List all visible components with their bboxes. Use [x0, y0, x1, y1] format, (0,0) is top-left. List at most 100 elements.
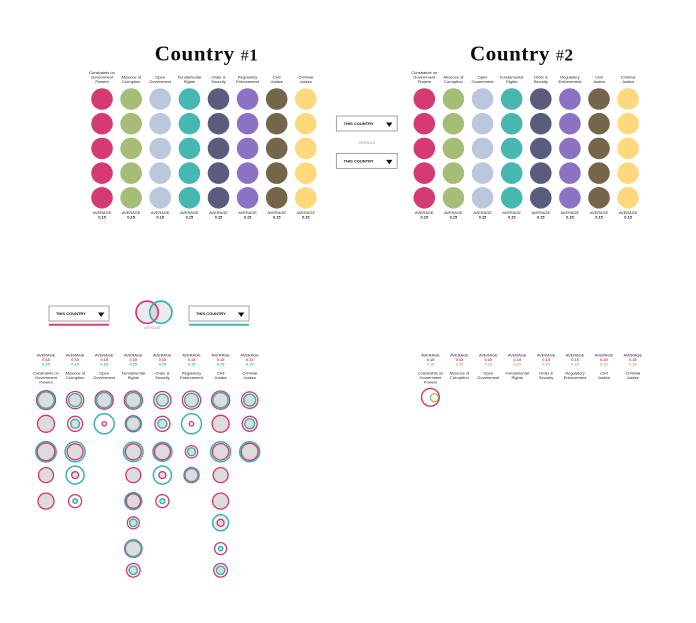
svg-text:Fundamental: Fundamental — [122, 370, 145, 375]
svg-text:Government: Government — [419, 375, 442, 380]
svg-text:Rights: Rights — [128, 375, 139, 380]
svg-text:AVERAGE: AVERAGE — [537, 352, 556, 357]
svg-text:0.15: 0.15 — [217, 361, 225, 366]
svg-text:0.15: 0.15 — [130, 361, 138, 366]
svg-text:Government: Government — [413, 75, 436, 80]
svg-text:VERSUS: VERSUS — [359, 140, 376, 145]
svg-text:0.15: 0.15 — [629, 361, 637, 366]
svg-text:0.15: 0.15 — [98, 215, 106, 220]
svg-text:Corruption: Corruption — [444, 79, 463, 84]
svg-text:0.15: 0.15 — [537, 215, 545, 220]
svg-text:0.15: 0.15 — [186, 215, 194, 220]
svg-text:0.15: 0.15 — [542, 357, 550, 362]
svg-text:0.15: 0.15 — [130, 357, 138, 362]
svg-text:0.15: 0.15 — [456, 357, 464, 362]
svg-text:AVERAGE: AVERAGE — [595, 352, 614, 357]
svg-text:Justice: Justice — [243, 375, 256, 380]
svg-text:THIS COUNTRY: THIS COUNTRY — [196, 311, 226, 316]
svg-text:Criminal: Criminal — [298, 75, 313, 80]
svg-text:Open: Open — [155, 75, 165, 80]
svg-text:AVERAGE: AVERAGE — [624, 352, 643, 357]
svg-text:Justice: Justice — [593, 79, 606, 84]
svg-text:0.15: 0.15 — [600, 357, 608, 362]
svg-text:Rights: Rights — [184, 79, 195, 84]
svg-text:Security: Security — [539, 375, 553, 380]
svg-text:Justice: Justice — [627, 375, 640, 380]
svg-text:Absence of: Absence of — [449, 370, 470, 375]
svg-text:AVERAGE: AVERAGE — [508, 352, 527, 357]
svg-text:Order &: Order & — [211, 75, 225, 80]
svg-text:Enforcement: Enforcement — [559, 79, 583, 84]
svg-text:Criminal: Criminal — [625, 370, 640, 375]
svg-text:Fundamental: Fundamental — [500, 75, 523, 80]
svg-text:0.15: 0.15 — [485, 357, 493, 362]
svg-text:Open: Open — [478, 75, 488, 80]
svg-text:Criminal: Criminal — [242, 370, 257, 375]
svg-text:0.15: 0.15 — [485, 361, 493, 366]
svg-text:0.15: 0.15 — [244, 215, 252, 220]
svg-text:AVERAGE: AVERAGE — [450, 352, 469, 357]
svg-text:Regulatory: Regulatory — [565, 370, 584, 375]
svg-text:0.15: 0.15 — [542, 361, 550, 366]
svg-text:AVERAGE: AVERAGE — [421, 352, 440, 357]
svg-text:AVERAGE: AVERAGE — [182, 352, 201, 357]
svg-text:Powers: Powers — [39, 380, 52, 385]
svg-text:Security: Security — [534, 79, 548, 84]
svg-text:AVERAGE: AVERAGE — [590, 210, 609, 215]
svg-text:Powers: Powers — [418, 79, 431, 84]
svg-text:AVERAGE: AVERAGE — [66, 352, 85, 357]
svg-text:AVERAGE: AVERAGE — [415, 210, 434, 215]
svg-text:AVERAGE: AVERAGE — [209, 210, 228, 215]
svg-text:AVERAGE: AVERAGE — [153, 352, 172, 357]
svg-text:AVERAGE: AVERAGE — [473, 210, 492, 215]
svg-text:0.15: 0.15 — [42, 357, 50, 362]
svg-text:0.15: 0.15 — [479, 215, 487, 220]
svg-text:Government: Government — [149, 79, 172, 84]
svg-text:Regulatory: Regulatory — [238, 75, 257, 80]
svg-text:0.15: 0.15 — [71, 361, 79, 366]
svg-text:AVERAGE: AVERAGE — [124, 352, 143, 357]
svg-text:Constraints on: Constraints on — [33, 370, 59, 375]
svg-text:0.15: 0.15 — [600, 361, 608, 366]
svg-text:0.15: 0.15 — [100, 361, 108, 366]
svg-text:Regulatory: Regulatory — [560, 75, 579, 80]
svg-text:0.15: 0.15 — [571, 357, 579, 362]
svg-text:0.15: 0.15 — [508, 215, 516, 220]
svg-text:AVERAGE: AVERAGE — [267, 210, 286, 215]
svg-text:0.15: 0.15 — [450, 215, 458, 220]
svg-text:AVERAGE: AVERAGE — [240, 352, 259, 357]
svg-text:Enforcement: Enforcement — [236, 79, 260, 84]
svg-text:Government: Government — [91, 75, 114, 80]
svg-text:Open: Open — [483, 370, 493, 375]
svg-text:AVERAGE: AVERAGE — [297, 210, 316, 215]
svg-text:0.15: 0.15 — [100, 357, 108, 362]
svg-text:AVERAGE: AVERAGE — [561, 210, 580, 215]
svg-text:Justice: Justice — [270, 79, 283, 84]
svg-text:Corruption: Corruption — [122, 79, 141, 84]
svg-text:AVERAGE: AVERAGE — [180, 210, 199, 215]
svg-text:0.15: 0.15 — [302, 215, 310, 220]
svg-text:Security: Security — [155, 375, 169, 380]
svg-text:0.15: 0.15 — [246, 357, 254, 362]
svg-text:Government: Government — [471, 79, 494, 84]
svg-text:0.15: 0.15 — [188, 361, 196, 366]
svg-text:Country #2: Country #2 — [470, 42, 574, 66]
svg-text:Criminal: Criminal — [621, 75, 636, 80]
svg-text:Absence of: Absence of — [121, 75, 142, 80]
svg-text:Order &: Order & — [539, 370, 553, 375]
svg-text:Security: Security — [211, 79, 225, 84]
svg-text:Justice: Justice — [622, 79, 635, 84]
svg-text:Powers: Powers — [95, 79, 108, 84]
svg-text:Enforcement: Enforcement — [564, 375, 588, 380]
svg-text:Justice: Justice — [598, 375, 611, 380]
svg-text:0.15: 0.15 — [595, 215, 603, 220]
svg-text:AVERAGE: AVERAGE — [211, 352, 230, 357]
svg-text:AVERAGE: AVERAGE — [37, 352, 56, 357]
svg-text:AVERAGE: AVERAGE — [502, 210, 521, 215]
svg-text:Justice: Justice — [300, 79, 313, 84]
svg-text:0.15: 0.15 — [156, 215, 164, 220]
svg-text:THIS COUNTRY: THIS COUNTRY — [56, 311, 86, 316]
svg-text:0.15: 0.15 — [246, 361, 254, 366]
svg-text:Order &: Order & — [155, 370, 169, 375]
svg-text:0.15: 0.15 — [427, 361, 435, 366]
